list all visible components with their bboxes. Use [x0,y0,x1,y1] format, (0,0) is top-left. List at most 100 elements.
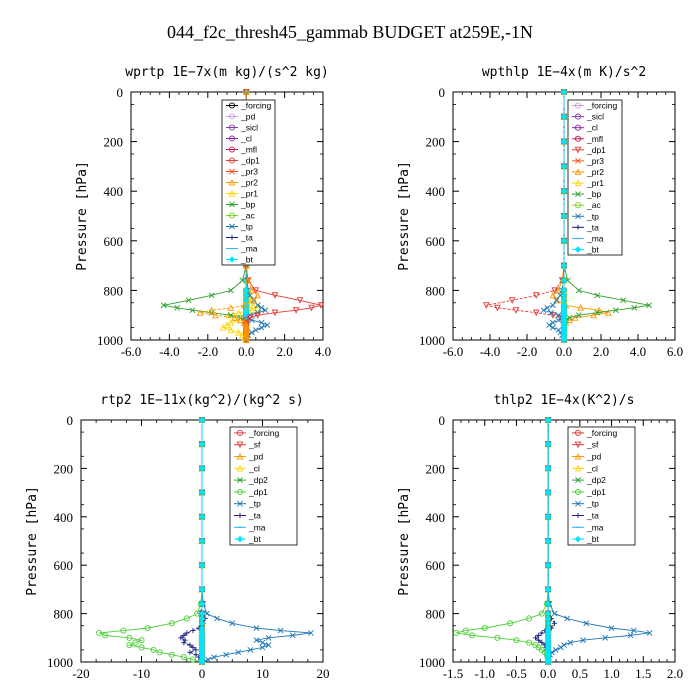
y-tick-label: 600 [426,558,446,573]
x-tick-label: 4.0 [630,344,646,359]
y-tick-label: 0 [67,413,74,428]
data-point [196,309,204,316]
y-tick-label: 600 [104,234,124,249]
legend-item: _ma [572,522,604,532]
data-point [240,319,248,326]
legend-label: _ma [240,244,258,254]
data-point [307,630,314,636]
legend-label: _forcing [586,101,618,111]
data-point [555,312,562,319]
data-point [544,513,552,521]
x-tick-label: -2.0 [198,344,219,359]
y-tick-label: 200 [426,461,446,476]
legend-label: _ac [240,211,255,221]
data-point [555,317,562,324]
data-point [553,297,560,304]
data-point [235,649,242,656]
legend-marker [228,124,236,131]
data-point [198,416,206,424]
legend-label: _dp2 [586,475,606,485]
legend-marker [228,178,236,186]
data-point [227,287,234,294]
data-point [181,640,187,646]
legend-item: _bt [572,244,599,254]
legend-item: _bp [572,189,601,199]
data-point [212,311,219,319]
data-point [553,296,560,304]
legend-label: _pd [248,452,263,462]
data-point [254,304,262,311]
y-tick-label: 600 [426,234,446,249]
panel-title: wprtp 1E−7x(m kg)/(s^2 kg) [125,65,329,80]
data-point [620,297,627,304]
legend-label: _sicl [586,112,604,122]
legend-marker [575,512,581,519]
y-tick-label: 400 [104,184,124,199]
legend-label: _sf [248,440,261,450]
data-point [308,304,315,312]
data-point [566,316,573,324]
legend-item: _sicl [226,123,258,133]
x-tick-label: 2.0 [593,344,609,359]
x-tick-label: -1.0 [474,666,495,681]
data-point [462,627,469,634]
y-tick-label: 200 [54,461,74,476]
legend-item: _dp2 [572,475,606,485]
legend-item: _ta [572,511,599,521]
y-tick-label: 400 [426,510,446,525]
legend-item: _pr2 [226,178,258,188]
legend-item: _tp [226,222,253,232]
legend-item: _dp1 [572,487,606,497]
data-point [150,646,157,653]
legend-marker [575,500,581,507]
x-tick-label: -20 [72,666,89,681]
data-point [538,610,545,617]
x-tick-label: 20 [317,666,330,681]
legend-item: _dp2 [234,475,268,485]
legend-item: _dp1 [572,145,606,155]
legend-item: _bt [234,534,261,544]
legend-label: _bp [240,200,255,210]
legend-item: _forcing [226,101,272,111]
x-tick-label: 2.0 [276,344,292,359]
data-point [259,639,266,646]
data-point [296,297,304,304]
legend-label: _tp [586,211,599,221]
panel-title: thlp2 1E−4x(K^2)/s [494,393,635,408]
legend: _forcing _sf _pd_cl _dp2 _dp1 _tp _ta_ma _bt [229,426,298,546]
data-point [254,291,262,299]
data-point [560,88,568,96]
data-point [544,658,552,666]
y-axis-label: Pressure [hPa] [397,161,412,271]
legend-marker [575,477,581,484]
data-point [187,642,193,648]
x-tick-label: -6.0 [443,344,464,359]
legend-marker [228,157,236,164]
data-point [544,586,552,593]
legend-label: _pr3 [586,156,604,166]
data-point [494,304,501,312]
legend-label: _cl [248,463,260,473]
legend: _forcing_pd_sicl_cl_mfl_dp1_pr3_pr2_pr1_… [221,99,276,266]
legend-label: _tp [240,222,253,232]
legend-item: _tp [572,499,599,509]
legend-marker [575,213,581,220]
legend-marker [574,464,582,472]
data-point [126,634,133,641]
data-point [198,561,206,569]
data-point [132,639,139,646]
legend-marker [229,234,235,241]
data-point [631,304,638,311]
legend-marker [574,146,582,154]
data-point [544,465,552,472]
data-point [247,292,253,299]
data-point [189,307,196,314]
data-point [168,620,175,627]
legend-item: _ac [572,200,601,210]
x-tick-label: 1.5 [635,666,651,681]
legend-box [567,426,636,546]
y-tick-label: 800 [426,283,446,298]
legend-label: _ta [248,511,261,521]
data-point [549,291,557,299]
data-point [253,625,260,632]
